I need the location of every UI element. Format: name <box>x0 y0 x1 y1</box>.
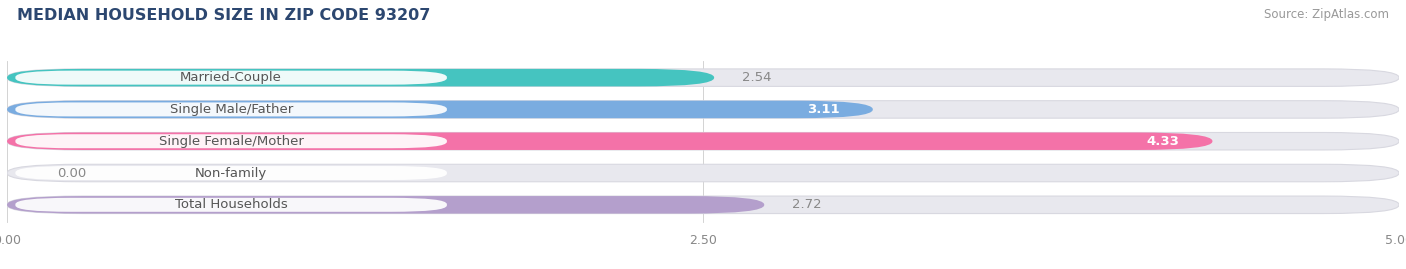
FancyBboxPatch shape <box>7 69 714 86</box>
Text: Married-Couple: Married-Couple <box>180 71 283 84</box>
FancyBboxPatch shape <box>15 134 447 148</box>
FancyBboxPatch shape <box>7 196 765 214</box>
Text: 4.33: 4.33 <box>1146 135 1180 148</box>
Text: Source: ZipAtlas.com: Source: ZipAtlas.com <box>1264 8 1389 21</box>
Text: Total Households: Total Households <box>174 198 287 211</box>
Text: Non-family: Non-family <box>195 167 267 179</box>
FancyBboxPatch shape <box>15 102 447 116</box>
FancyBboxPatch shape <box>7 132 1212 150</box>
FancyBboxPatch shape <box>7 132 1399 150</box>
FancyBboxPatch shape <box>15 198 447 212</box>
FancyBboxPatch shape <box>7 101 1399 118</box>
Text: 0.00: 0.00 <box>58 167 86 179</box>
Text: 2.72: 2.72 <box>792 198 821 211</box>
FancyBboxPatch shape <box>7 196 1399 214</box>
Text: MEDIAN HOUSEHOLD SIZE IN ZIP CODE 93207: MEDIAN HOUSEHOLD SIZE IN ZIP CODE 93207 <box>17 8 430 23</box>
FancyBboxPatch shape <box>15 71 447 85</box>
FancyBboxPatch shape <box>7 69 1399 86</box>
Text: 3.11: 3.11 <box>807 103 839 116</box>
FancyBboxPatch shape <box>7 101 873 118</box>
FancyBboxPatch shape <box>15 166 447 180</box>
Text: Single Female/Mother: Single Female/Mother <box>159 135 304 148</box>
FancyBboxPatch shape <box>7 164 1399 182</box>
Text: 2.54: 2.54 <box>742 71 772 84</box>
Text: Single Male/Father: Single Male/Father <box>170 103 292 116</box>
